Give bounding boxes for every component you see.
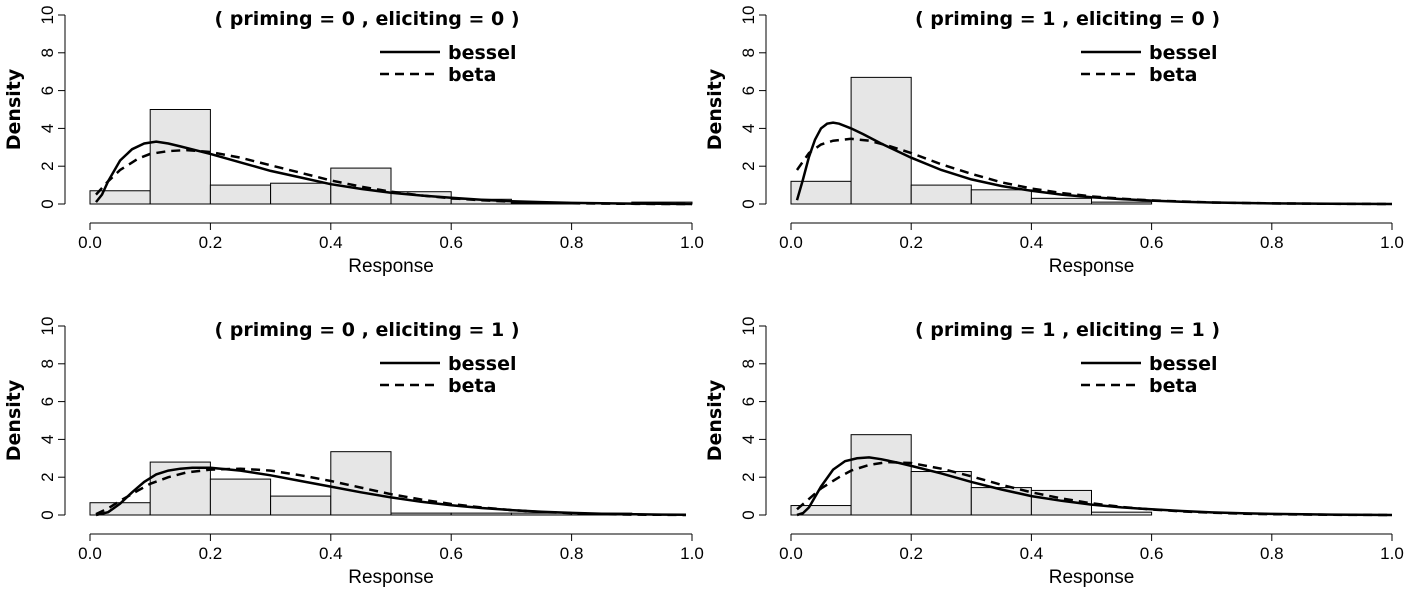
panel-2: 0.0 0.2 0.4 0.6 0.8 1.0 0 2 4 6 8 10 Response Density… (704, 6, 1404, 277)
chart-title: ( priming = 0 , eliciting = 1 ) (214, 319, 519, 341)
legend-label-beta: beta (448, 64, 496, 86)
histogram-bar (1091, 201, 1153, 205)
y-tick-label: 6 (739, 86, 758, 95)
y-tick-label: 8 (38, 48, 57, 57)
x-tick-label: 0.2 (899, 233, 923, 252)
chart-title: ( priming = 1 , eliciting = 1 ) (915, 319, 1220, 341)
histogram-bar (330, 451, 392, 516)
histogram-bar (270, 495, 332, 516)
histogram-bar (1030, 197, 1093, 205)
x-tick-label: 0.0 (779, 233, 803, 252)
legend-label-bessel: bessel (448, 353, 517, 375)
y-tick-label: 2 (38, 161, 57, 170)
y-tick-label: 8 (739, 359, 758, 368)
y-tick-label: 8 (739, 48, 758, 57)
y-tick-label: 6 (739, 397, 758, 406)
bessel-curve (795, 121, 1393, 206)
y-tick-label: 10 (38, 6, 57, 25)
x-tick-label: 0.8 (1260, 233, 1284, 252)
y-tick-label: 4 (739, 124, 758, 133)
x-tick-label: 0.4 (1020, 233, 1044, 252)
histogram-bar (1091, 511, 1153, 516)
y-tick-label: 10 (739, 317, 758, 336)
y-tick-label: 6 (38, 397, 57, 406)
y-tick-label: 4 (38, 124, 57, 133)
legend-label-bessel: bessel (448, 42, 517, 64)
histogram-bar (209, 478, 272, 516)
y-tick-label: 2 (38, 472, 57, 481)
legend-label-beta: beta (1149, 64, 1197, 86)
x-tick-label: 0.0 (78, 233, 102, 252)
chart-title: ( priming = 0 , eliciting = 0 ) (214, 8, 519, 30)
y-axis-label: Density (3, 379, 25, 461)
beta-curve (95, 467, 687, 517)
x-axis-label: Response (348, 567, 434, 588)
y-tick-label: 10 (38, 317, 57, 336)
x-tick-label: 0.8 (560, 544, 584, 563)
panel-1: 0.0 0.2 0.4 0.6 0.8 1.0 0 2 4 6 8 10 Response Density… (3, 6, 704, 277)
y-tick-label: 0 (38, 199, 57, 208)
y-tick-label: 2 (739, 472, 758, 481)
legend-label-beta: beta (1149, 375, 1197, 397)
x-tick-label: 1.0 (1380, 233, 1404, 252)
y-tick-label: 4 (38, 435, 57, 444)
x-tick-label: 0.0 (78, 544, 102, 563)
histogram-bar (910, 184, 972, 205)
y-tick-label: 0 (38, 510, 57, 519)
x-tick-label: 0.8 (560, 233, 584, 252)
x-tick-label: 1.0 (680, 544, 704, 563)
beta-curve (795, 137, 1393, 206)
x-tick-label: 0.6 (1140, 233, 1164, 252)
x-tick-label: 0.6 (439, 544, 463, 563)
x-tick-label: 0.0 (779, 544, 803, 563)
bessel-curve (95, 140, 693, 206)
x-tick-label: 0.2 (199, 233, 223, 252)
y-tick-label: 6 (38, 86, 57, 95)
x-tick-label: 0.2 (199, 544, 223, 563)
legend-label-bessel: bessel (1149, 353, 1218, 375)
x-tick-label: 0.4 (1020, 544, 1044, 563)
histogram-bar (450, 512, 512, 516)
histogram-bar (970, 487, 1032, 516)
bessel-curve (796, 456, 1393, 517)
y-tick-label: 8 (38, 359, 57, 368)
x-tick-label: 0.4 (319, 233, 343, 252)
x-tick-label: 1.0 (680, 233, 704, 252)
y-axis-label: Density (3, 68, 25, 150)
histogram-bar (149, 109, 211, 205)
y-tick-label: 0 (739, 510, 758, 519)
x-axis-label: Response (1049, 567, 1135, 588)
x-tick-label: 0.6 (1140, 544, 1164, 563)
x-tick-label: 0.6 (439, 233, 463, 252)
histogram-bar (209, 184, 272, 205)
x-tick-label: 1.0 (1380, 544, 1404, 563)
beta-curve (95, 148, 692, 206)
y-tick-label: 0 (739, 199, 758, 208)
histogram-bar (149, 461, 211, 516)
y-tick-label: 10 (739, 6, 758, 25)
histogram-bar (970, 189, 1032, 205)
histogram-bar (850, 434, 912, 516)
x-tick-label: 0.2 (899, 544, 923, 563)
x-axis-label: Response (348, 256, 434, 277)
x-tick-label: 0.4 (319, 544, 343, 563)
chart-title: ( priming = 1 , eliciting = 0 ) (915, 8, 1220, 30)
y-tick-label: 2 (739, 161, 758, 170)
y-axis-label: Density (704, 68, 726, 150)
legend-label-bessel: bessel (1149, 42, 1218, 64)
y-tick-label: 4 (739, 435, 758, 444)
panel-3: 0.0 0.2 0.4 0.6 0.8 1.0 0 2 4 6 8 10 Response Density… (3, 317, 704, 588)
histogram-bar (390, 512, 452, 516)
x-tick-label: 0.8 (1260, 544, 1284, 563)
x-axis-label: Response (1049, 256, 1135, 277)
histogram-bar (270, 182, 332, 205)
panel-4: 0.0 0.2 0.4 0.6 0.8 1.0 0 2 4 6 8 10 Response Density… (704, 317, 1404, 588)
legend-label-beta: beta (448, 375, 496, 397)
y-axis-label: Density (704, 379, 726, 461)
